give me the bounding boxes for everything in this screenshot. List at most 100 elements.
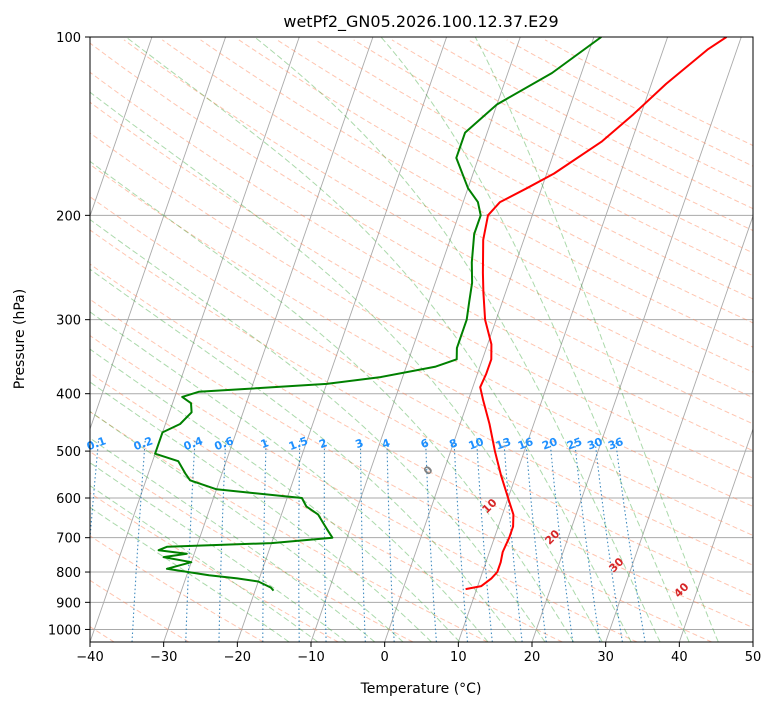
moist-adiabat-line: [90, 462, 347, 642]
dry-adiabat-line: [276, 39, 753, 300]
x-tick-label: 10: [450, 650, 467, 665]
isotherm-line: [236, 37, 448, 642]
mixing-ratio-line: [574, 440, 601, 642]
isotherm-line: [531, 37, 742, 642]
y-tick-label: 300: [56, 314, 81, 329]
mixing-ratio-label: 0.1: [85, 434, 108, 453]
isotherm-line: [163, 37, 374, 642]
y-tick-label: 400: [56, 388, 81, 403]
mixing-ratio-line: [131, 440, 146, 642]
mixing-ratio-label: 6: [419, 436, 431, 451]
mixing-ratio-label: 0.2: [132, 434, 155, 453]
dry-adiabat-line: [90, 372, 563, 642]
y-axis-label: Pressure (hPa): [12, 289, 28, 389]
series-layer: [154, 37, 728, 592]
mixing-ratio-line: [503, 440, 523, 642]
mixing-ratio-line: [425, 440, 437, 642]
chart-title: wetPf2_GN05.2026.100.12.37.E29: [283, 12, 558, 32]
dewpoint-profile-line: [154, 37, 602, 592]
isotherm-line: [90, 37, 153, 218]
dry-adiabat-line: [90, 263, 753, 629]
mixing-ratio-line: [594, 440, 623, 642]
mixing-ratio-label: 1: [259, 436, 271, 451]
mixing-ratio-label: 36: [606, 435, 625, 453]
isotherm-line: [457, 37, 669, 642]
x-tick-label: 20: [524, 650, 541, 665]
dry-adiabat-line: [200, 39, 753, 348]
x-axis-ticks: −40 −30 −20 −10 0 10 20 30 40 50: [76, 642, 761, 665]
dry-adiabat-line: [468, 39, 753, 188]
x-tick-label: 50: [745, 650, 762, 665]
plot-frame: [89, 36, 754, 643]
mixing-ratio-label: 10: [467, 435, 486, 453]
x-tick-label: 30: [597, 650, 614, 665]
x-tick-label: −30: [150, 650, 177, 665]
dry-adiabat-line: [430, 39, 753, 210]
y-tick-label: 800: [56, 566, 81, 581]
y-tick-label: 500: [56, 445, 81, 460]
mixing-ratio-line: [298, 440, 301, 642]
y-tick-label: 100: [56, 31, 81, 46]
isotherm-line: [310, 37, 521, 642]
isotherm-line: [90, 37, 227, 431]
moist-adiabat-line: [474, 37, 719, 642]
isotherm-line: [90, 37, 300, 642]
x-axis-label: Temperature (°C): [360, 681, 482, 697]
moist-adiabat-line: [90, 410, 404, 642]
mixing-ratio-line: [549, 440, 574, 642]
y-tick-label: 700: [56, 532, 81, 547]
mixing-ratio-label: 20: [540, 435, 559, 453]
y-tick-label: 200: [56, 209, 81, 224]
mixing-ratio-line: [386, 440, 395, 642]
mixing-ratio-label: 3: [354, 436, 366, 451]
dry-adiabat-line: [90, 42, 753, 425]
dry-adiabat-line: [90, 196, 753, 566]
mixing-ratio-line: [218, 440, 227, 642]
mixing-ratio-label: 0.4: [182, 434, 205, 453]
moist-adiabat-line: [380, 37, 690, 642]
moist-adiabat-line: [90, 381, 432, 642]
y-tick-label: 1000: [48, 623, 81, 638]
moist-adiabat-line: [90, 218, 546, 642]
y-tick-label: 900: [56, 596, 81, 611]
mixing-ratio-label: 0.6: [213, 434, 236, 453]
moist-adiabat-line: [90, 437, 376, 642]
mixing-ratio-line: [525, 440, 547, 642]
grid-layer: [90, 37, 753, 642]
mixing-ratio-line: [615, 440, 646, 642]
mixing-ratio-line: [453, 440, 469, 642]
y-axis-ticks: 100 200 300 400 500 600 700 800 900 1000: [48, 31, 90, 638]
isotherm-line: [605, 214, 753, 642]
dry-adiabat-line: [162, 39, 753, 373]
x-tick-label: −20: [224, 650, 251, 665]
moist-adiabat-line: [90, 348, 461, 642]
mixing-ratio-label: 8: [448, 436, 460, 451]
moist-adiabat-line: [90, 485, 319, 642]
mixing-ratio-line: [262, 440, 267, 642]
y-tick-label: 600: [56, 492, 81, 507]
dry-adiabat-line: [90, 298, 712, 642]
dry-adiabat-line: [315, 39, 753, 277]
mixing-ratio-line: [323, 440, 327, 642]
moist-adiabat-line: [90, 311, 489, 642]
mixing-ratio-line: [476, 440, 493, 642]
dry-adiabat-line: [90, 132, 753, 507]
mixing-ratio-label: 2: [317, 436, 329, 451]
x-tick-label: 0: [381, 650, 389, 665]
mixing-ratio-label: 1.5: [287, 434, 310, 453]
dry-adiabat-line: [353, 39, 753, 254]
mixing-ratio-line: [185, 440, 196, 642]
mixing-ratio-label: 25: [565, 435, 584, 452]
dry-adiabat-line: [90, 229, 753, 597]
mixing-ratio-label: 16: [516, 435, 535, 453]
dry-adiabat-line: [90, 101, 753, 479]
x-tick-label: −40: [76, 650, 103, 665]
mixing-ratio-label: 13: [494, 435, 513, 452]
mixing-ratio-label: 30: [586, 435, 605, 453]
x-tick-label: −10: [297, 650, 324, 665]
dry-adiabat-line: [90, 71, 753, 452]
isotherm-line: [678, 427, 753, 642]
dry-adiabat-line: [123, 39, 753, 399]
